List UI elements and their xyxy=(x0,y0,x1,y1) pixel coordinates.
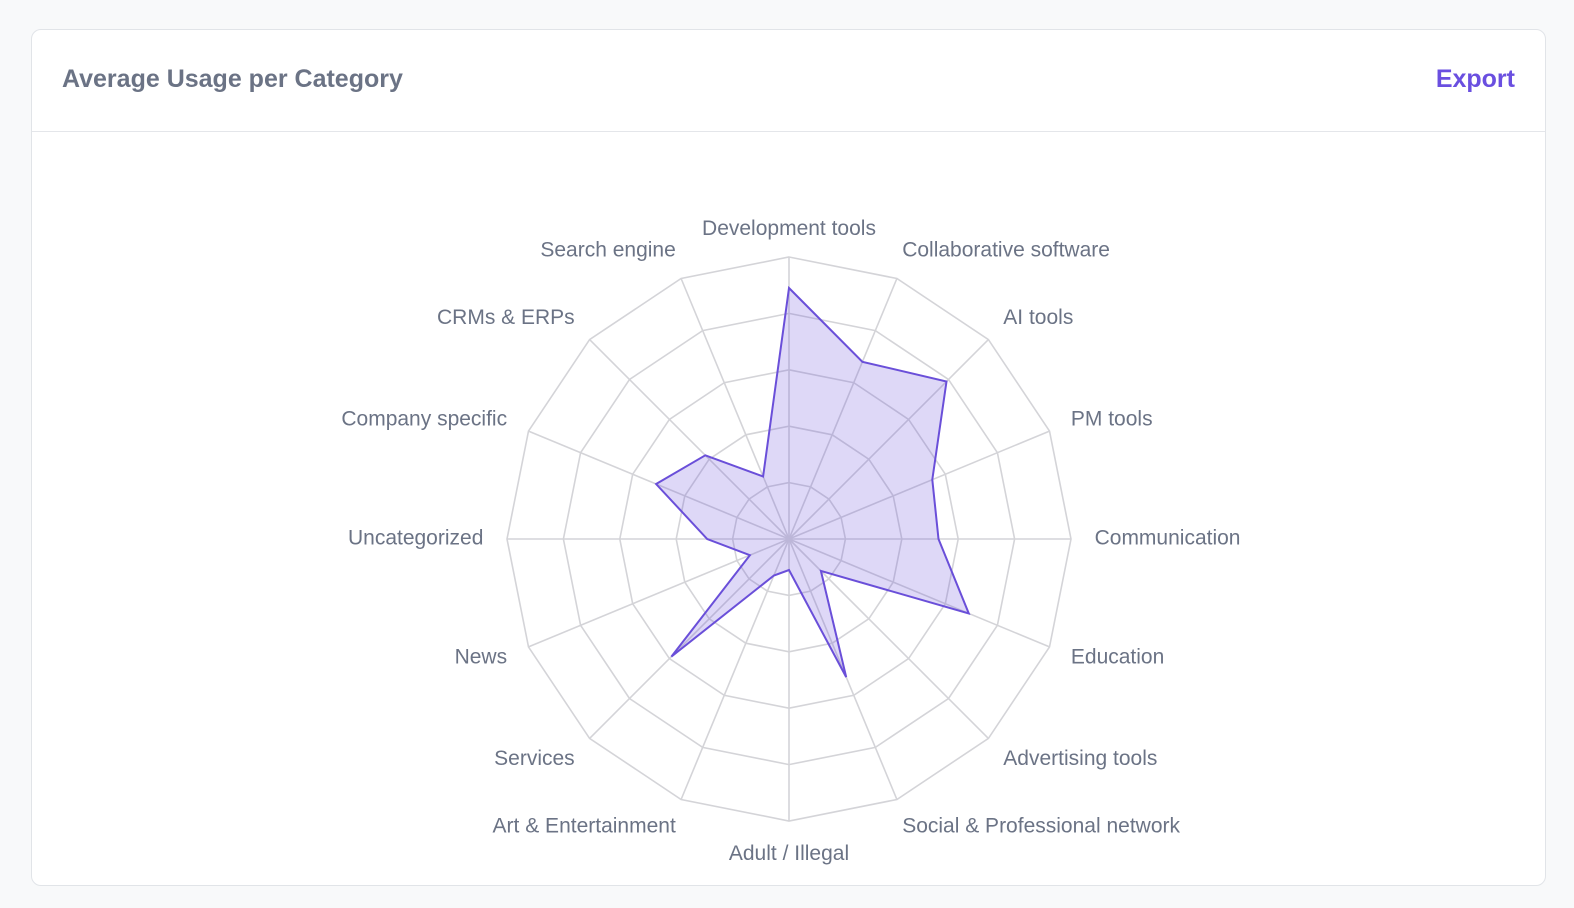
export-button[interactable]: Export xyxy=(1435,65,1515,93)
category-label: Education xyxy=(1071,646,1164,669)
category-label: Art & Entertainment xyxy=(493,814,676,837)
grid-spoke xyxy=(589,339,790,540)
grid-spoke xyxy=(788,278,898,540)
card-title: Average Usage per Category xyxy=(62,65,403,93)
series-layer xyxy=(654,285,971,678)
grid-spoke xyxy=(589,538,790,739)
category-label: Services xyxy=(494,747,575,770)
usage-card: Average Usage per Category Export Develo… xyxy=(31,29,1546,886)
grid-spoke xyxy=(528,538,790,648)
chart-area: Development tools Collaborative software A… xyxy=(32,131,1547,885)
category-labels: Development tools Collaborative software A… xyxy=(341,217,1240,865)
category-label: Company specific xyxy=(341,407,507,430)
radar-chart: Development tools Collaborative software A… xyxy=(341,217,1240,865)
category-label: Adult / Illegal xyxy=(729,842,849,865)
series-area-0[interactable] xyxy=(654,285,971,678)
card-header: Average Usage per Category Export xyxy=(32,30,1545,132)
category-label: Communication xyxy=(1095,527,1241,550)
category-label: CRMs & ERPs xyxy=(437,306,575,329)
category-label: Uncategorized xyxy=(348,527,483,550)
category-label: AI tools xyxy=(1003,306,1073,329)
category-label: Development tools xyxy=(702,217,876,240)
category-label: Search engine xyxy=(540,239,675,262)
grid-spoke xyxy=(680,278,790,540)
category-label: News xyxy=(455,646,508,669)
category-label: Collaborative software xyxy=(902,239,1110,262)
grid-spoke xyxy=(788,430,1050,540)
grid-spoke xyxy=(528,430,790,540)
grid-spoke xyxy=(788,339,989,540)
category-label: Advertising tools xyxy=(1003,747,1157,770)
grid-spoke xyxy=(680,538,790,800)
category-label: PM tools xyxy=(1071,407,1153,430)
category-label: Social & Professional network xyxy=(902,814,1180,837)
grid-spoke xyxy=(788,538,1050,648)
